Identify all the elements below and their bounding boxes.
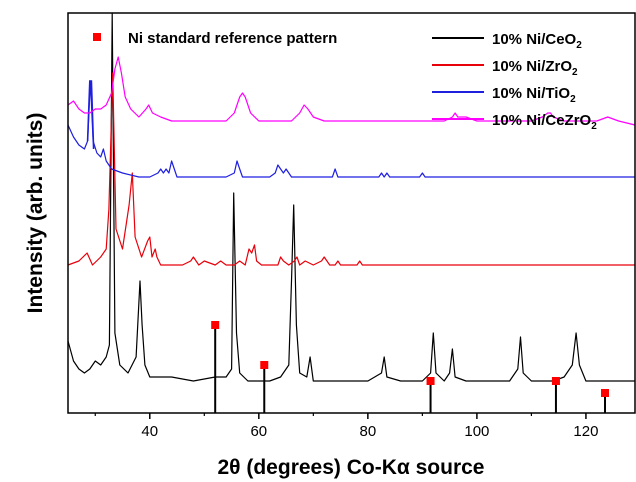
reference-layer — [211, 321, 610, 413]
x-tick-label: 40 — [141, 423, 158, 440]
legend-marker-reference — [93, 33, 101, 41]
reference-marker — [260, 361, 269, 369]
legend-label-1: 10% Ni/CeO2 — [492, 31, 582, 51]
x-tick-label: 120 — [573, 423, 598, 440]
x-tick-label: 80 — [360, 423, 377, 440]
series-line-4 — [67, 56, 636, 126]
reference-marker — [211, 321, 220, 329]
x-axis-ticks: 40 60 80 100 120 — [94, 413, 598, 440]
series-line-1 — [67, 12, 635, 382]
reference-marker — [551, 377, 560, 385]
legend-label-4: 10% Ni/CeZrO2 — [492, 112, 597, 132]
y-axis-label: Intensity (arb. units) — [24, 113, 47, 314]
legend: Ni standard reference pattern 10% Ni/CeO2… — [93, 30, 597, 132]
reference-marker — [426, 377, 435, 385]
reference-marker — [601, 389, 610, 397]
x-tick-label: 100 — [464, 423, 489, 440]
series-line-3 — [67, 80, 635, 178]
x-axis-label: 2θ (degrees) Co-Kα source — [218, 456, 485, 479]
legend-label-3: 10% Ni/TiO2 — [492, 85, 576, 105]
plot-area — [68, 13, 636, 413]
series-line-2 — [67, 72, 635, 266]
x-tick-label: 60 — [250, 423, 267, 440]
series-layer — [67, 12, 636, 382]
legend-label-reference: Ni standard reference pattern — [128, 30, 337, 47]
plot-frame — [67, 12, 636, 414]
legend-label-2: 10% Ni/ZrO2 — [492, 58, 578, 78]
series-peak-3 — [86, 80, 95, 150]
